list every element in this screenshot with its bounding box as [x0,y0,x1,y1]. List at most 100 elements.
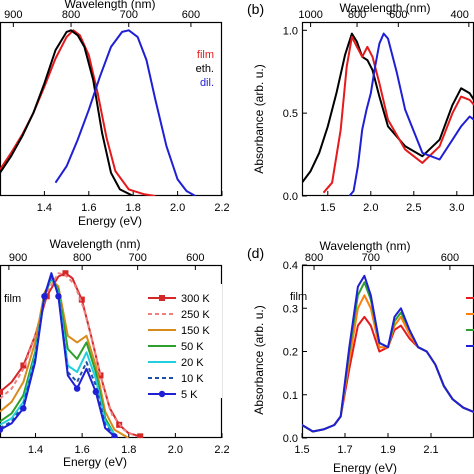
x2-tick-label: 800 [62,9,80,21]
panel-c-series [0,270,144,438]
x2-tick-label: 700 [362,252,380,264]
x2-tick-label: 600 [441,252,459,264]
panel-b: (b) Wavelength (nm) Absorbance (arb. u.)… [247,1,474,214]
x-tick-label: 1.8 [121,444,136,456]
panel-b-ylabel: Absorbance (arb. u.) [252,64,266,173]
legend-marker [159,295,165,301]
panel-b-series [302,32,474,196]
x2-tick-label: 900 [4,9,22,21]
y-tick-label: 0.0 [283,191,298,203]
series-line-50k [0,277,116,436]
x-tick-label: 1.6 [81,202,96,214]
x-tick-label: 1.6 [74,444,89,456]
x-tick-label: 2.2 [214,444,229,456]
x-tick-label: 3.0 [449,202,464,214]
x-tick-label: 1.4 [28,444,43,456]
series-line-curve-0 [302,315,474,433]
x2-tick-label: 400 [450,9,468,21]
x-tick-label: 1.8 [126,202,141,214]
series-line-film [0,29,156,196]
panel-d-frame [301,264,474,439]
series-line-eth [0,29,134,196]
y-tick-label: 0.2 [283,347,298,359]
panel-c: Wavelength (nm) Energy (eV) film 1.4 1.6 1… [0,237,230,469]
data-point [0,388,3,395]
panel-c-xlabel: Energy (eV) [63,455,127,469]
data-point [78,296,85,303]
x-tick-label: 2.1 [423,444,438,456]
y-tick-label: 0.4 [283,260,298,272]
x-tick-label: 1.7 [337,444,352,456]
series-line-curve-2 [302,281,474,433]
legend-label: 150 K [181,325,210,337]
legend-label: 10 K [181,373,204,385]
data-point [137,433,144,438]
x-tick-label: 2.2 [214,202,229,214]
x-tick-label: 1.5 [320,202,335,214]
legend-label: 250 K [181,309,210,321]
series-line-curve-1 [322,35,474,194]
x-tick-label: 2.0 [168,444,183,456]
x-tick-label: 1.4 [37,202,52,214]
x-tick-label: 2.0 [170,202,185,214]
legend-label: 20 K [181,357,204,369]
y-tick-label: 0.5 [283,108,298,120]
x2-tick-label: 600 [186,252,204,264]
data-point [41,293,48,300]
legend-label: dil. [200,77,214,89]
legend-label: eth. [196,63,214,75]
panel-b-frame [301,21,474,197]
x2-tick-label: 700 [120,9,138,21]
series-line-150k [0,278,130,438]
x-tick-label: 2.5 [406,202,421,214]
x-tick-label: 1.9 [380,444,395,456]
panel-d-annotation: film [290,291,307,303]
panel-d-tag: (d) [247,245,264,261]
panel-a-frame [0,21,223,197]
legend-label: 50 K [181,341,204,353]
x2-tick-label: 800 [73,252,91,264]
legend-marker [158,390,166,398]
series-line-curve-1 [302,294,474,433]
data-point [111,433,118,438]
panel-d: (d) Wavelength (nm) Energy (eV) Absorban… [247,239,474,474]
data-point [92,388,100,396]
panel-d-series [302,274,474,433]
x-tick-label: 1.5 [294,444,309,456]
series-line-curve-2 [348,32,474,196]
x2-tick-label: 800 [305,252,323,264]
x2-tick-label: 700 [128,252,146,264]
panel-b-tag: (b) [247,1,264,17]
data-point [20,405,27,412]
panel-a-x2label: Wavelength (nm) [65,0,156,11]
data-point [62,270,69,277]
panel-d-xlabel: Energy (eV) [333,461,397,474]
y-tick-label: 1.0 [283,25,298,37]
x2-tick-label: 600 [182,9,200,21]
series-line-curve-0 [302,32,474,184]
data-point [55,293,62,300]
series-line-dil [54,29,196,196]
series-line-curve-3 [302,274,474,433]
series-line-250k [0,272,136,438]
panel-a: Wavelength (nm) Energy (eV) 1.4 1.6 1.8 2.0… [0,0,230,228]
x-tick-label: 2.0 [363,202,378,214]
panel-c-x2label: Wavelength (nm) [50,237,141,251]
data-point [20,362,27,369]
x2-tick-label: 1000 [298,9,322,21]
data-point [73,385,81,392]
x2-tick-label: 600 [389,9,407,21]
legend-label: film [197,49,214,61]
y-tick-label: 0.0 [283,433,298,445]
panel-a-series [0,29,196,196]
legend-label: 300 K [181,293,210,305]
panel-c-annotation: film [4,293,21,305]
panel-d-x2label: Wavelength (nm) [320,239,411,253]
panel-a-xlabel: Energy (eV) [78,214,142,228]
y-tick-label: 0.1 [283,390,298,402]
legend-label: 5 K [181,389,198,401]
x2-tick-label: 900 [9,252,27,264]
data-point [0,426,4,433]
y-tick-label: 0.3 [283,303,298,315]
